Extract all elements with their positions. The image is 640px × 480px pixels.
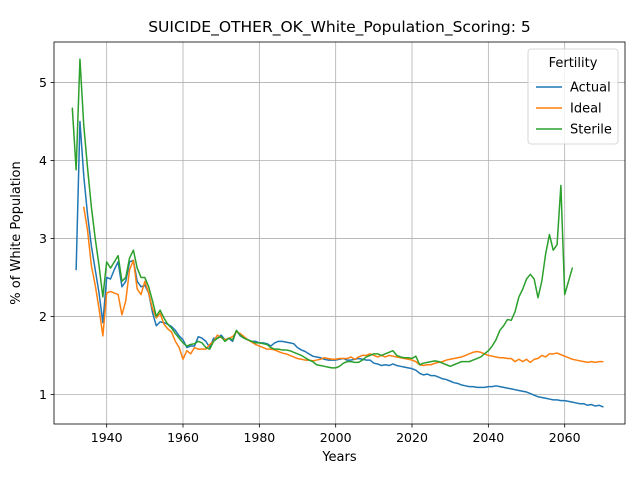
legend-title: Fertility — [549, 56, 598, 71]
plot-frame — [53, 41, 626, 425]
x-tick-label: 2000 — [320, 430, 352, 445]
legend-entry-ideal: Ideal — [536, 102, 602, 117]
y-tick-label: 2 — [39, 309, 47, 324]
x-tick-label: 2060 — [549, 430, 581, 445]
x-tick-label: 1960 — [167, 430, 199, 445]
x-tick-label: 1940 — [91, 430, 123, 445]
legend: Fertility Actual Ideal Sterile — [527, 48, 619, 145]
legend-entry-sterile: Sterile — [536, 123, 612, 138]
legend-label: Actual — [570, 81, 611, 96]
legend-box — [527, 48, 619, 145]
y-tick-label: 5 — [39, 75, 47, 90]
y-tick-label: 3 — [39, 231, 47, 246]
y-axis-label: % of White Population — [9, 161, 24, 304]
y-tick-label: 1 — [39, 387, 47, 402]
legend-label: Ideal — [570, 102, 602, 117]
series-line-sterile — [71, 58, 574, 369]
x-tick-label: 2040 — [472, 430, 504, 445]
x-tick-label: 2020 — [396, 430, 428, 445]
grid — [54, 42, 625, 424]
axis-ticks: 1940 1960 1980 2000 2020 2040 2060 1 2 3 4 5 — [39, 75, 581, 445]
series-line-ideal — [83, 206, 604, 367]
series-lines — [71, 58, 604, 408]
legend-entries: Actual Ideal Sterile — [536, 81, 612, 138]
legend-label: Sterile — [570, 123, 612, 138]
y-tick-label: 4 — [39, 153, 47, 168]
x-axis-label: Years — [321, 450, 357, 465]
chart-title: SUICIDE_OTHER_OK_White_Population_Scorin… — [148, 18, 531, 37]
legend-entry-actual: Actual — [536, 81, 611, 96]
x-tick-label: 1980 — [243, 430, 275, 445]
